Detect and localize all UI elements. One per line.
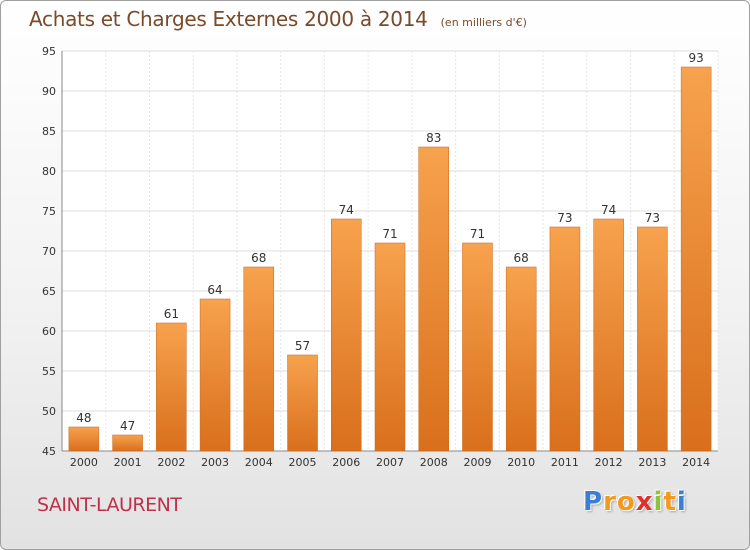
data-label: 68 — [514, 251, 529, 265]
data-label: 57 — [295, 339, 310, 353]
x-tick-label: 2003 — [201, 456, 229, 469]
logo-letter: P — [583, 487, 604, 517]
x-tick-label: 2001 — [114, 456, 142, 469]
y-tick-label: 55 — [42, 365, 56, 378]
y-tick-label: 60 — [42, 325, 56, 338]
bar — [156, 322, 187, 452]
x-tick-label: 2009 — [463, 456, 491, 469]
bar — [112, 434, 143, 452]
chart-title: Achats et Charges Externes 2000 à 2014 — [29, 7, 428, 31]
bar — [593, 218, 624, 452]
logo-letter: i — [653, 487, 664, 517]
bar — [243, 266, 275, 452]
bar — [287, 354, 318, 452]
y-tick-label: 75 — [42, 205, 56, 218]
title-row: Achats et Charges Externes 2000 à 2014 (… — [29, 7, 527, 31]
bar — [418, 146, 449, 452]
y-tick-label: 70 — [42, 245, 56, 258]
bar — [549, 226, 581, 452]
bar — [462, 242, 493, 452]
x-tick-label: 2004 — [245, 456, 273, 469]
y-tick-label: 85 — [42, 125, 56, 138]
x-tick-label: 2007 — [376, 456, 404, 469]
x-tick-label: 2000 — [70, 456, 98, 469]
x-tick-label: 2013 — [638, 456, 666, 469]
logo-letter: t — [663, 487, 677, 517]
data-label: 64 — [207, 283, 222, 297]
bar — [680, 66, 712, 452]
x-tick-label: 2005 — [289, 456, 317, 469]
logo-letter: x — [635, 487, 654, 517]
bar — [331, 218, 362, 452]
data-label: 93 — [688, 51, 703, 65]
x-tick-label: 2006 — [332, 456, 360, 469]
logo-letter: o — [616, 487, 636, 517]
data-label: 73 — [557, 211, 572, 225]
bar — [199, 298, 231, 452]
x-tick-label: 2010 — [507, 456, 535, 469]
x-tick-label: 2014 — [682, 456, 710, 469]
y-tick-label: 50 — [42, 405, 56, 418]
y-tick-label: 45 — [42, 445, 56, 458]
data-label: 71 — [382, 227, 397, 241]
bar — [505, 266, 537, 452]
bar — [68, 426, 100, 452]
x-tick-label: 2008 — [420, 456, 448, 469]
x-tick-label: 2012 — [595, 456, 623, 469]
data-label: 74 — [339, 203, 354, 217]
y-tick-label: 65 — [42, 285, 56, 298]
y-tick-label: 80 — [42, 165, 56, 178]
data-label: 47 — [120, 419, 135, 433]
logo-letter: r — [603, 487, 617, 517]
bar — [637, 226, 668, 452]
proxiti-logo: Proxiti — [583, 487, 687, 517]
data-label: 83 — [426, 131, 441, 145]
logo-letter: i — [676, 487, 687, 517]
chart-subtitle: (en milliers d'€) — [440, 16, 527, 29]
data-label: 61 — [164, 307, 179, 321]
data-label: 74 — [601, 203, 616, 217]
data-label: 71 — [470, 227, 485, 241]
bar — [374, 242, 406, 452]
y-tick-label: 95 — [42, 45, 56, 58]
x-tick-label: 2011 — [551, 456, 579, 469]
data-label: 68 — [251, 251, 266, 265]
y-tick-label: 90 — [42, 85, 56, 98]
data-label: 73 — [645, 211, 660, 225]
place-name: SAINT-LAURENT — [37, 494, 182, 516]
x-tick-label: 2002 — [157, 456, 185, 469]
data-label: 48 — [76, 411, 91, 425]
